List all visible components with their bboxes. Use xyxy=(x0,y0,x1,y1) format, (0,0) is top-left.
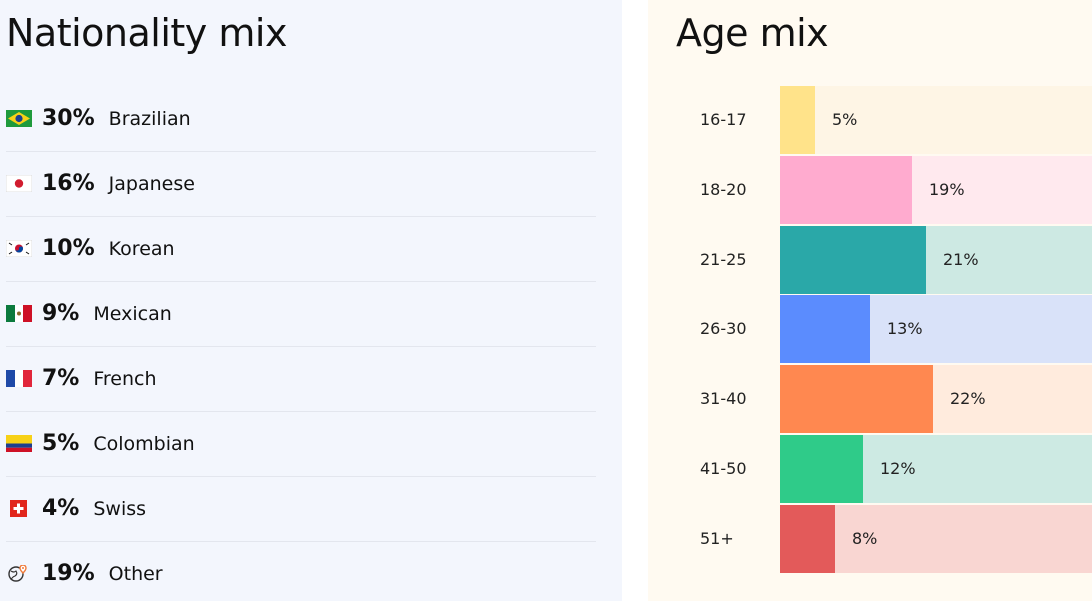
age-bar-value: 13% xyxy=(887,319,923,339)
age-range-label: 18-20 xyxy=(700,179,747,199)
age-range-label: 16-17 xyxy=(700,110,747,129)
age-bar xyxy=(780,295,870,364)
age-range-label: 41-50 xyxy=(700,459,747,478)
nationality-label: Japanese xyxy=(108,172,195,195)
nationality-row: 30% Brazilian xyxy=(6,86,596,152)
nationality-label: Brazilian xyxy=(108,107,191,130)
nationality-percent: 5% xyxy=(42,431,80,456)
age-bar-track: 5% xyxy=(780,86,1092,154)
age-range-label: 21-25 xyxy=(700,249,747,269)
nationality-row: 19% Other xyxy=(6,541,596,606)
age-bar-value: 19% xyxy=(929,179,965,199)
age-title: Age mix xyxy=(676,11,829,55)
age-range-label: 51+ xyxy=(700,528,734,548)
age-bar xyxy=(780,435,863,503)
nationality-percent: 7% xyxy=(42,366,80,391)
nationality-percent: 16% xyxy=(42,171,95,196)
age-row: 26-30 13% xyxy=(648,295,1092,364)
nationality-label: French xyxy=(93,367,157,390)
age-bar-value: 8% xyxy=(852,528,878,548)
nationality-label: Colombian xyxy=(93,432,195,455)
nationality-label: Other xyxy=(108,562,163,585)
korea-flag-icon xyxy=(6,240,32,257)
switzerland-flag-icon xyxy=(6,500,32,517)
age-row: 18-20 19% xyxy=(648,155,1092,224)
age-bar-track: 8% xyxy=(780,504,1092,573)
nationality-row: 7% French xyxy=(6,346,596,412)
nationality-percent: 30% xyxy=(42,106,95,131)
japan-flag-icon xyxy=(6,175,32,192)
age-row: 31-40 22% xyxy=(648,365,1092,434)
mexico-flag-icon xyxy=(6,305,32,322)
age-row: 51+ 8% xyxy=(648,504,1092,573)
colombia-flag-icon xyxy=(6,435,32,452)
age-bar-track: 21% xyxy=(780,225,1092,294)
age-bar xyxy=(780,86,815,154)
age-range-label: 26-30 xyxy=(700,319,747,339)
nationality-row: 5% Colombian xyxy=(6,411,596,477)
nationality-label: Swiss xyxy=(93,497,147,520)
nationality-title: Nationality mix xyxy=(6,11,287,55)
age-range-label: 31-40 xyxy=(700,389,747,409)
nationality-label: Korean xyxy=(108,237,175,260)
age-bar-track: 19% xyxy=(780,155,1092,224)
age-bar xyxy=(780,365,933,434)
age-panel: Age mix 16-17 5% 18-20 19% 21-25 21% 26-30 13% 3… xyxy=(648,0,1092,601)
age-bar xyxy=(780,225,926,294)
age-bar-value: 12% xyxy=(880,459,916,478)
age-row: 16-17 5% xyxy=(648,86,1092,154)
nationality-row: 16% Japanese xyxy=(6,151,596,217)
nationality-label: Mexican xyxy=(93,302,172,325)
nationality-percent: 10% xyxy=(42,236,95,261)
age-bar-track: 13% xyxy=(780,295,1092,364)
globe-icon xyxy=(6,565,32,582)
age-bar-track: 12% xyxy=(780,435,1092,503)
age-bar xyxy=(780,504,835,573)
nationality-percent: 19% xyxy=(42,561,95,586)
age-bar-value: 5% xyxy=(832,110,858,129)
france-flag-icon xyxy=(6,370,32,387)
age-bar-value: 21% xyxy=(943,249,979,269)
nationality-row: 9% Mexican xyxy=(6,281,596,347)
nationality-percent: 4% xyxy=(42,496,80,521)
age-row: 21-25 21% xyxy=(648,225,1092,294)
brazil-flag-icon xyxy=(6,110,32,127)
nationality-row: 4% Swiss xyxy=(6,476,596,542)
age-row: 41-50 12% xyxy=(648,435,1092,503)
age-bar xyxy=(780,155,912,224)
nationality-panel: Nationality mix 30% Brazilian 16% Japanese 1… xyxy=(0,0,622,601)
age-bar-track: 22% xyxy=(780,365,1092,434)
nationality-row: 10% Korean xyxy=(6,216,596,282)
nationality-percent: 9% xyxy=(42,301,80,326)
age-bar-value: 22% xyxy=(950,389,986,409)
